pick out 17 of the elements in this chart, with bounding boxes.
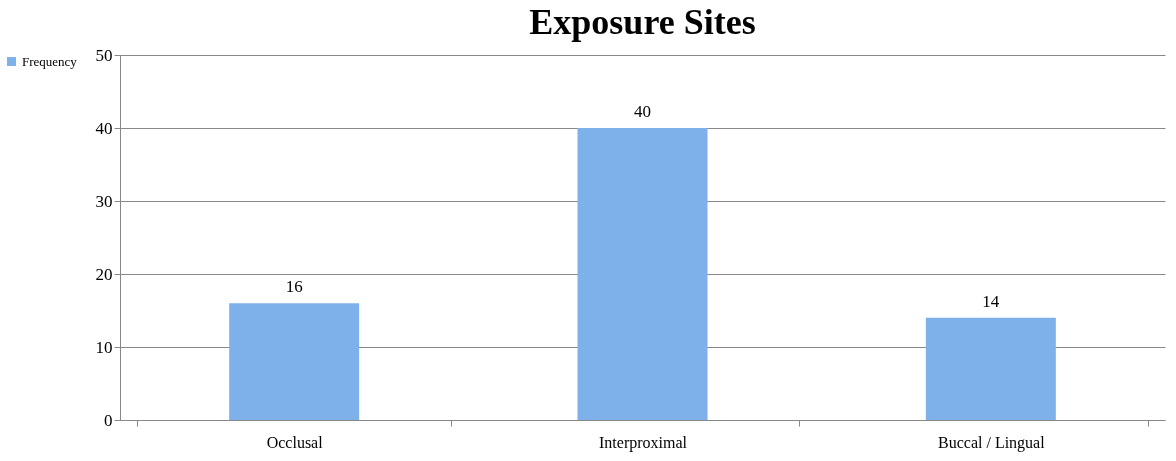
y-tick-label: 20 xyxy=(95,264,113,284)
bar xyxy=(577,128,708,420)
data-label: 16 xyxy=(285,277,303,297)
data-label: 40 xyxy=(634,102,651,121)
y-tick-label: 10 xyxy=(95,337,113,357)
y-tick-label: 50 xyxy=(95,45,113,65)
data-label: 14 xyxy=(982,291,1000,311)
y-tick-label: 30 xyxy=(95,191,113,211)
y-tick-label: 40 xyxy=(95,118,113,138)
x-tick-label: Occlusal xyxy=(266,433,324,451)
bar xyxy=(925,317,1056,420)
bar xyxy=(229,303,360,420)
chart-title: Exposure Sites xyxy=(529,2,756,42)
legend-label: Frequency xyxy=(22,53,78,69)
y-tick-label: 0 xyxy=(104,410,113,430)
x-tick-label: Buccal / Lingual xyxy=(938,433,1046,452)
x-tick-label: Interproximal xyxy=(599,433,688,452)
